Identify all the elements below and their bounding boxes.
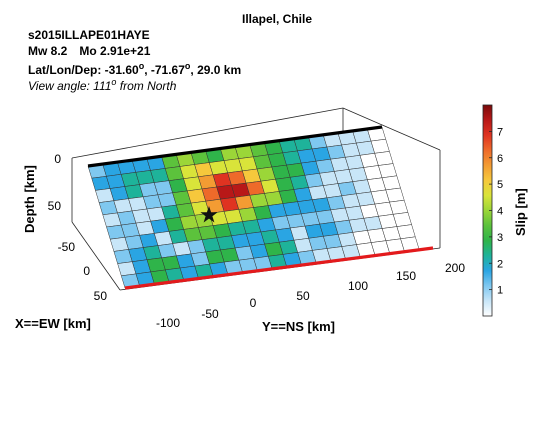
colorbar-tick-label: 6 <box>497 153 503 165</box>
lon-value: -71.67 <box>151 63 185 77</box>
colorbar-tick-label: 1 <box>497 285 503 297</box>
depth-text: , 29.0 km <box>190 63 241 77</box>
ns-tick: 150 <box>396 269 416 283</box>
colorbar-tick-label: 3 <box>497 232 503 244</box>
colorbar-ticks: 1 2 3 4 5 6 7 <box>489 126 503 297</box>
figure-title: Illapel, Chile <box>242 12 312 26</box>
ns-tick: 50 <box>296 289 310 303</box>
colorbar-tick-label: 4 <box>497 206 503 218</box>
depth-tick: 50 <box>48 199 62 213</box>
colorbar-tick-label: 7 <box>497 126 503 138</box>
moment: Mo 2.91e+21 <box>79 44 150 58</box>
ns-axis-label: Y==NS [km] <box>262 319 335 334</box>
location-line: Lat/Lon/Dep: -31.60o, -71.67o, 29.0 km <box>28 61 241 77</box>
view-prefix: View angle: 111 <box>28 79 111 93</box>
colorbar-tick-label: 2 <box>497 258 503 270</box>
event-id: s2015ILLAPE01HAYE <box>28 28 150 42</box>
ns-tick: 200 <box>445 261 465 275</box>
ew-tick: 0 <box>83 264 90 278</box>
location-prefix: Lat/Lon/Dep: <box>28 63 105 77</box>
magnitude: Mw 8.2 <box>28 44 68 58</box>
magnitude-line: Mw 8.2 Mo 2.91e+21 <box>28 44 151 58</box>
ew-ticks: -50 0 50 <box>58 240 108 303</box>
ns-tick: 100 <box>348 279 368 293</box>
view-suffix: from North <box>116 79 176 93</box>
ew-tick: 50 <box>94 289 108 303</box>
ns-tick: -50 <box>201 307 219 321</box>
colorbar-tick-label: 5 <box>497 179 503 191</box>
deg-symbol-lat: o <box>139 61 145 71</box>
ns-tick: -100 <box>156 316 180 330</box>
view-angle-line: View angle: 111o from North <box>28 77 177 93</box>
ns-ticks: -100 -50 0 50 100 150 200 <box>156 261 465 330</box>
colorbar-label: Slip [m] <box>513 188 528 236</box>
ew-tick: -50 <box>58 240 76 254</box>
ns-tick: 0 <box>250 296 257 310</box>
depth-tick: 0 <box>54 152 61 166</box>
hypocenter-star <box>200 206 218 223</box>
trench-line <box>124 246 434 290</box>
deg-symbol-lon: o <box>185 61 191 71</box>
depth-axis-label: Depth [km] <box>22 165 37 233</box>
sep: , <box>144 63 151 77</box>
fault-top-edge <box>87 125 383 168</box>
slip-cells <box>87 126 420 289</box>
ew-axis-label: X==EW [km] <box>15 316 91 331</box>
lat-value: -31.60 <box>105 63 139 77</box>
deg-symbol-view: o <box>111 77 116 87</box>
depth-ticks: 0 50 <box>48 152 62 213</box>
